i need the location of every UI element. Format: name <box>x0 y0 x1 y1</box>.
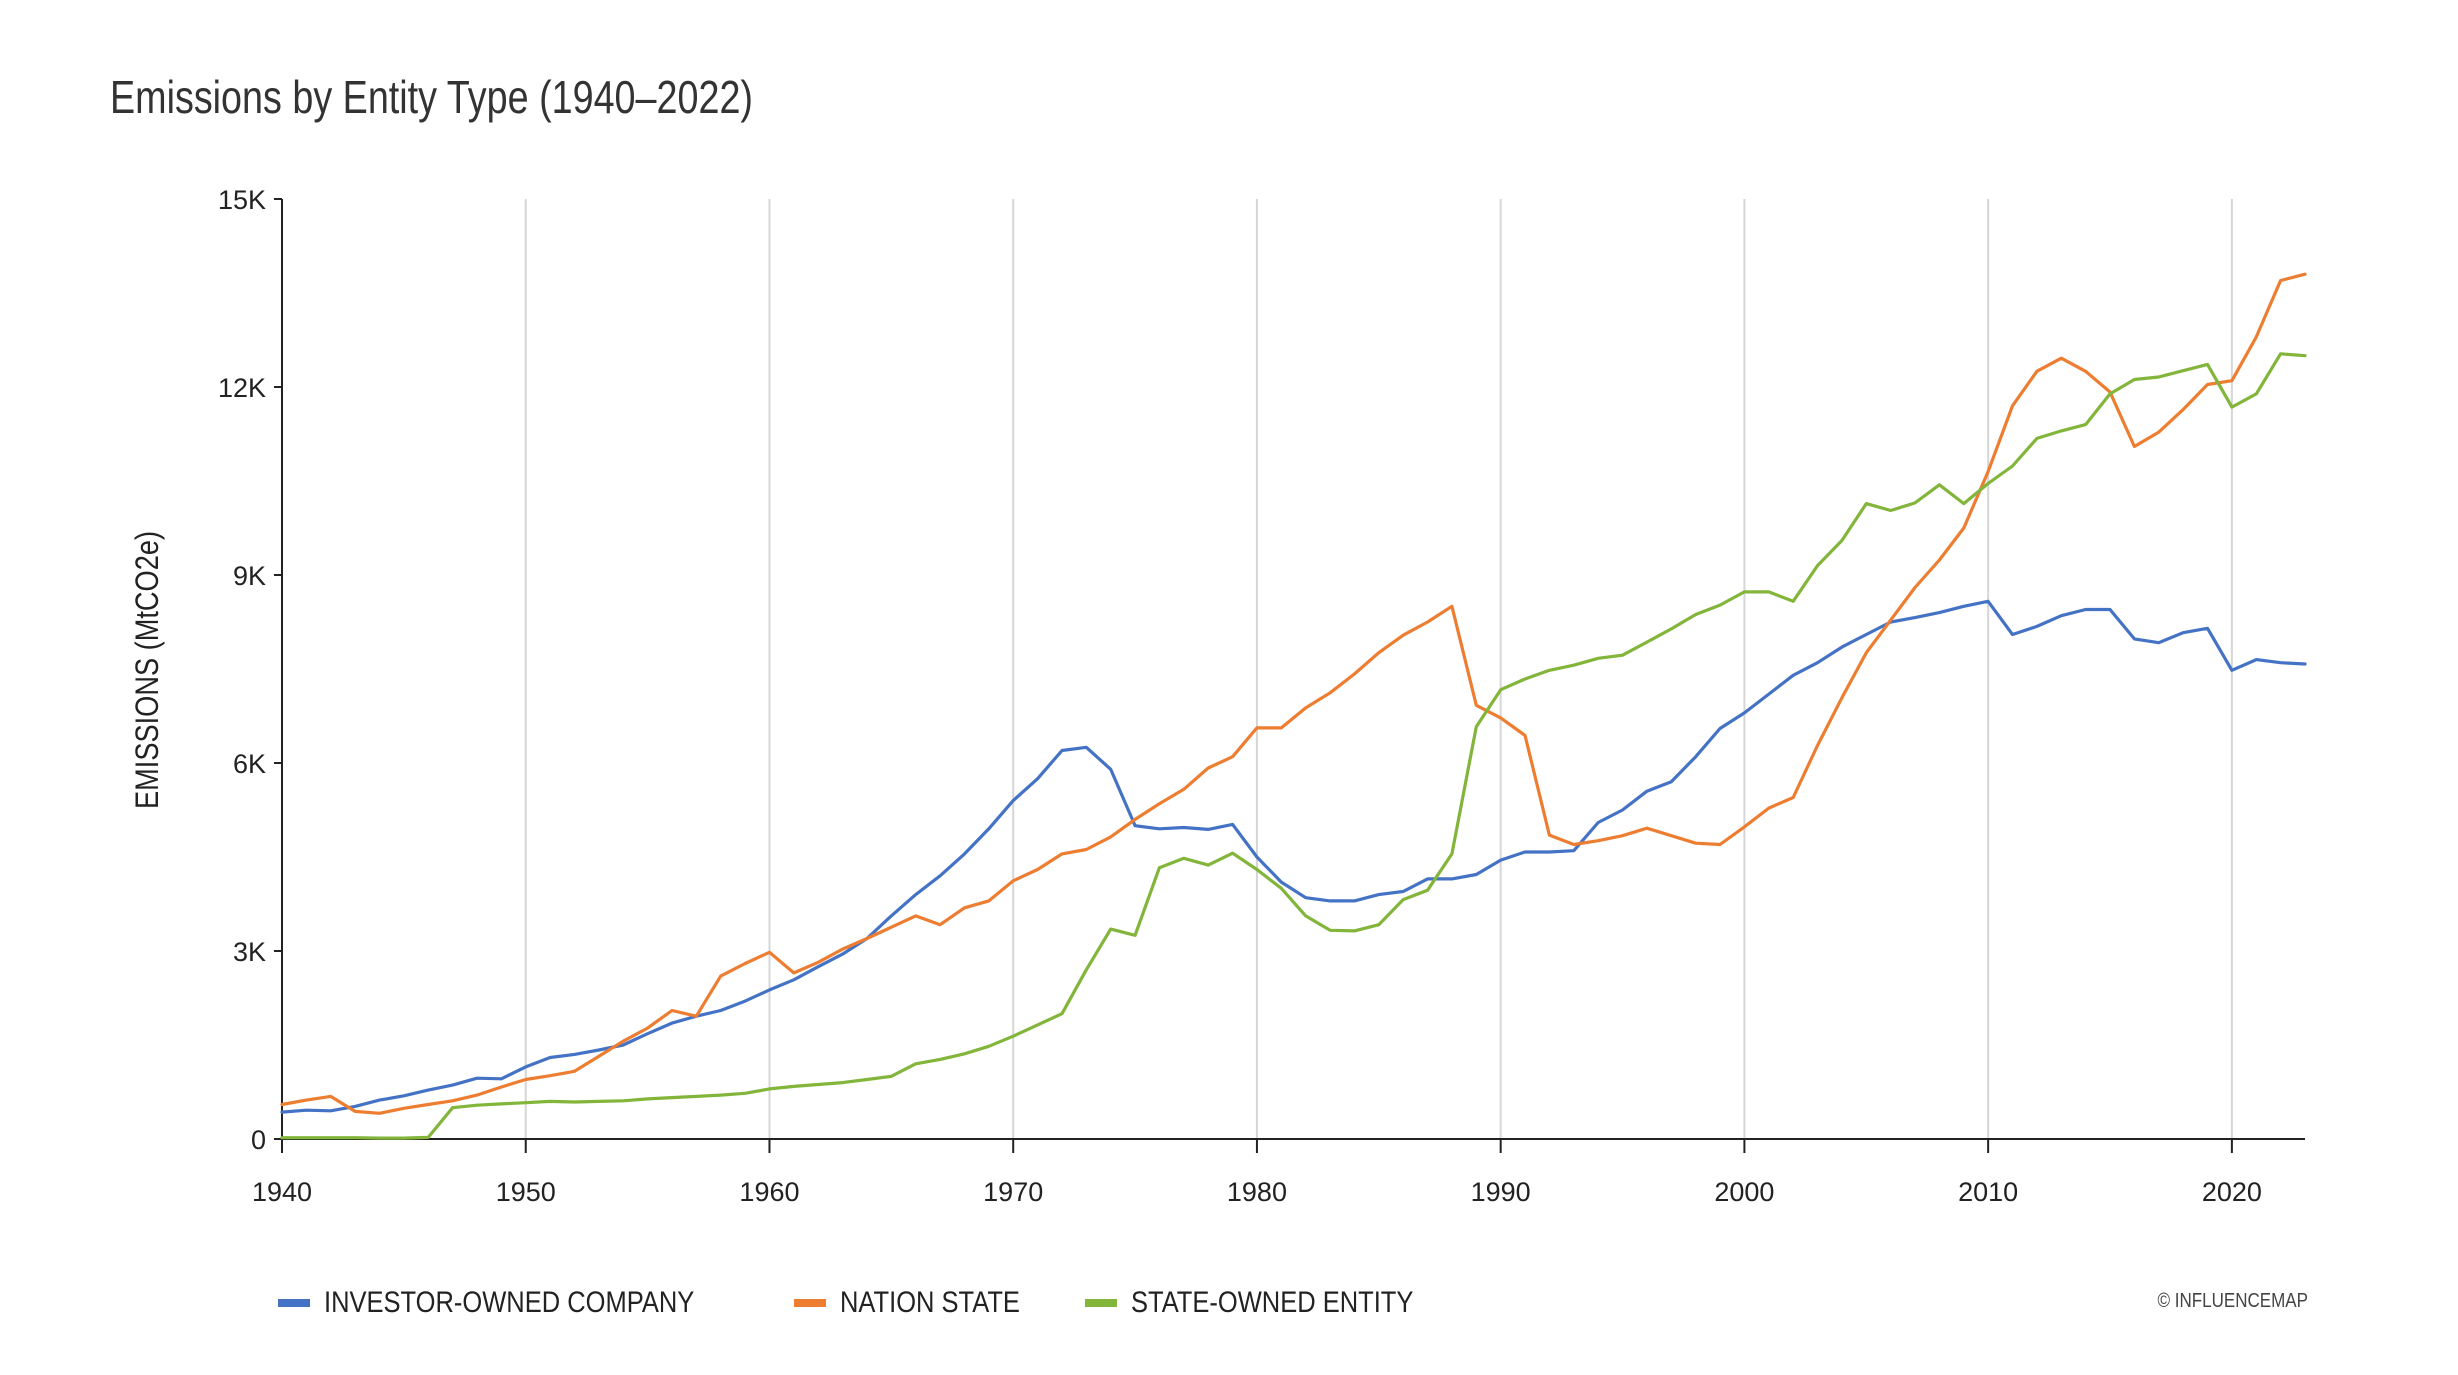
y-tick-labels: 0 3K 6K 9K 12K 15K <box>218 185 266 1155</box>
legend-swatch-investor-owned-company <box>278 1299 310 1307</box>
legend-label-state-owned-entity: STATE-OWNED ENTITY <box>1131 1286 1414 1319</box>
legend-label-investor-owned-company: INVESTOR-OWNED COMPANY <box>324 1286 695 1319</box>
series-line-state-owned-entity <box>280 352 2307 1140</box>
series-lines <box>280 272 2307 1140</box>
x-tick-label-1960: 1960 <box>739 1177 799 1207</box>
x-tick-label-2020: 2020 <box>2202 1177 2262 1207</box>
grid-lines <box>524 199 2233 1139</box>
y-tick-label-9000: 9K <box>233 561 266 591</box>
x-tick-label-1970: 1970 <box>983 1177 1043 1207</box>
x-tick-label-2010: 2010 <box>1958 1177 2018 1207</box>
chart-title: Emissions by Entity Type (1940–2022) <box>110 71 753 123</box>
y-axis-title: EMISSIONS (MtCO2e) <box>130 531 166 809</box>
legend-label-nation-state: NATION STATE <box>839 1286 1020 1319</box>
legend-item-investor-owned-company: INVESTOR-OWNED COMPANY <box>278 1286 760 1320</box>
x-tick-label-1980: 1980 <box>1227 1177 1287 1207</box>
y-tick-label-15000: 15K <box>218 185 266 215</box>
series-line-nation-state <box>280 272 2307 1115</box>
copyright-credit: © INFLUENCEMAP <box>2157 1290 2308 1312</box>
y-tick-label-0: 0 <box>251 1125 266 1155</box>
y-tick-label-6000: 6K <box>233 749 266 779</box>
legend-item-nation-state: NATION STATE <box>793 1286 1052 1320</box>
x-tick-label-1990: 1990 <box>1471 1177 1531 1207</box>
legend-item-state-owned-entity: STATE-OWNED ENTITY <box>1085 1286 1463 1320</box>
x-tick-label-1950: 1950 <box>496 1177 556 1207</box>
y-tick-label-12000: 12K <box>218 373 266 403</box>
legend-swatch-nation-state <box>793 1299 826 1307</box>
x-tick-label-1940: 1940 <box>252 1177 312 1207</box>
legend: INVESTOR-OWNED COMPANY NATION STATE STAT… <box>278 1286 1463 1320</box>
legend-swatch-state-owned-entity <box>1085 1299 1118 1307</box>
y-tick-label-3000: 3K <box>233 937 266 967</box>
x-tick-labels: 1940 1950 1960 1970 1980 1990 2000 2010 2020 <box>252 1177 2262 1207</box>
axes <box>274 198 2305 1153</box>
x-tick-label-2000: 2000 <box>1714 1177 1774 1207</box>
series-line-investor-owned-company <box>280 599 2307 1114</box>
